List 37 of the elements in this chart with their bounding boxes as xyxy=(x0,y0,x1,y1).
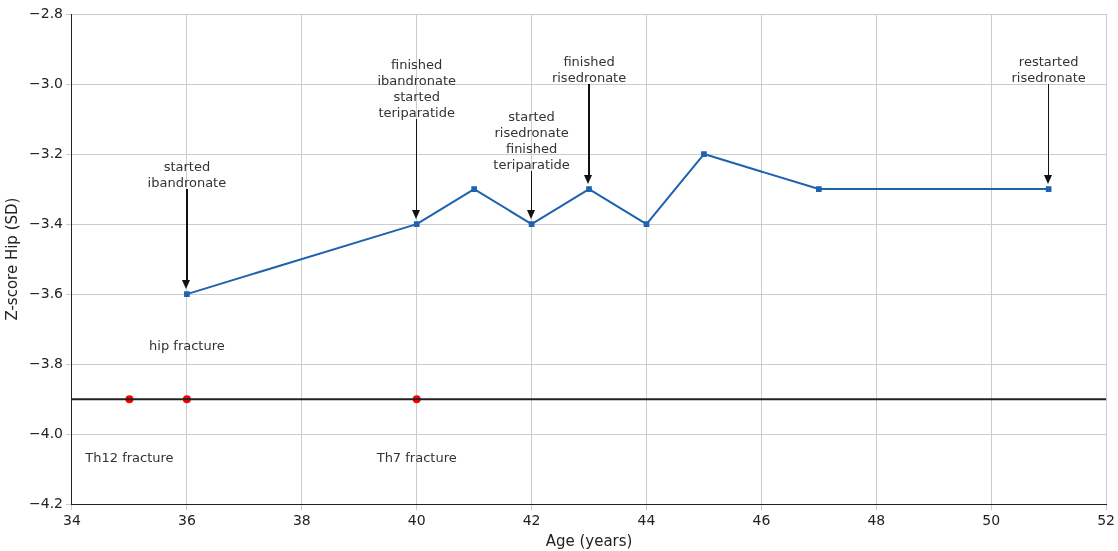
y-tick-label: −4.2 xyxy=(29,494,63,511)
x-tick-label: 50 xyxy=(982,512,1001,529)
y-tick-label: −2.8 xyxy=(29,4,63,21)
point xyxy=(816,186,822,192)
y-tick-label: −3.2 xyxy=(29,144,63,161)
y-tick-label: −3.0 xyxy=(29,74,63,91)
x-tick-label: 52 xyxy=(1097,512,1116,529)
point xyxy=(1045,186,1052,192)
annotation: Th7 fracture xyxy=(375,450,457,466)
y-tick-label: −3.8 xyxy=(29,354,63,371)
point xyxy=(701,151,707,157)
x-tick-label: 42 xyxy=(522,512,541,529)
annotation: restarted risedronate xyxy=(1011,53,1086,85)
x-axis-title: Age (years) xyxy=(545,531,633,550)
x-tick-label: 48 xyxy=(867,512,886,529)
x-tick-label: 36 xyxy=(177,512,196,529)
y-tick-label: −3.4 xyxy=(29,214,64,231)
annotation: started ibandronate xyxy=(147,158,227,190)
annotation: finished risedronate xyxy=(551,53,627,85)
annotation: finished ibandronate started teriparatide xyxy=(377,56,457,120)
point xyxy=(184,291,190,297)
annotation: Th12 fracture xyxy=(84,450,174,466)
point xyxy=(643,221,650,227)
point xyxy=(586,186,592,192)
x-tick-label: 44 xyxy=(637,512,656,529)
y-axis-title: Z-score Hip (SD) xyxy=(2,197,21,321)
y-tick-label: −3.6 xyxy=(29,284,64,301)
x-tick-label: 38 xyxy=(292,512,311,529)
x-tick-label: 34 xyxy=(63,512,81,529)
point xyxy=(528,221,535,227)
x-tick-label: 40 xyxy=(407,512,426,529)
point xyxy=(413,221,420,227)
x-tick-label: 46 xyxy=(752,512,771,529)
point xyxy=(471,186,477,192)
annotation: hip fracture xyxy=(149,338,225,354)
annotation: started risedronate finished teriparatide xyxy=(493,108,570,172)
y-tick-label: −4.0 xyxy=(29,424,63,441)
